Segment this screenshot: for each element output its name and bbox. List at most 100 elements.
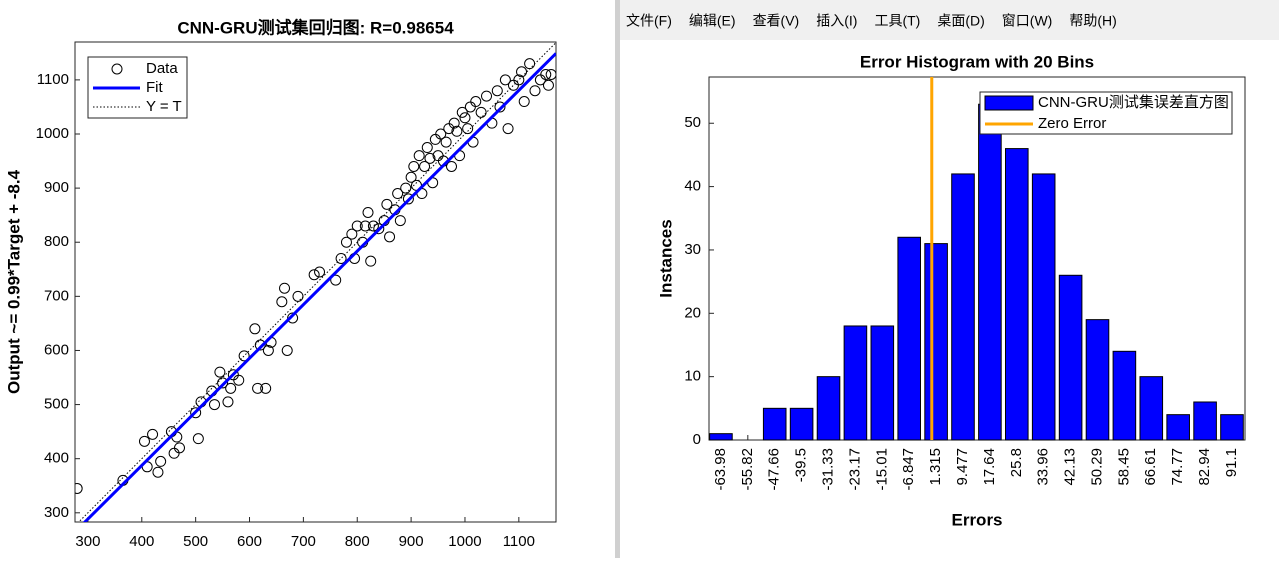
x-tick-label: -55.82: [739, 448, 756, 491]
menu-item[interactable]: 桌面(D): [937, 13, 984, 29]
data-point: [456, 106, 468, 118]
data-point: [516, 66, 528, 78]
data-point: [335, 252, 347, 264]
data-point: [542, 79, 554, 91]
y-axis-label: Instances: [656, 219, 675, 297]
data-point: [233, 374, 245, 386]
bar: [1220, 414, 1244, 441]
data-point: [152, 466, 164, 478]
x-tick-label: 1000: [448, 533, 481, 550]
x-tick-label: 600: [237, 533, 262, 550]
data-point: [481, 90, 493, 102]
data-point: [365, 255, 377, 267]
legend-label: Fit: [146, 79, 163, 96]
data-point: [276, 296, 288, 308]
data-point: [470, 96, 482, 108]
data-point: [217, 377, 229, 389]
data-point: [494, 101, 506, 113]
x-tick-label: -6.847: [900, 448, 917, 491]
bar: [951, 173, 975, 441]
menu-item[interactable]: 窗口(W): [1002, 13, 1053, 29]
y-tick-label: 0: [693, 431, 701, 448]
legend-label: Data: [146, 60, 178, 77]
bar: [843, 325, 868, 441]
bar: [816, 376, 841, 441]
data-point: [462, 123, 474, 135]
bar: [1058, 274, 1083, 441]
y-tick-label: 20: [684, 304, 701, 321]
x-tick-label: 300: [75, 533, 100, 550]
x-tick-label: -15.01: [873, 448, 890, 491]
data-point: [147, 428, 159, 440]
x-tick-label: 66.61: [1142, 448, 1159, 486]
menu-item[interactable]: 编辑(E): [689, 13, 736, 29]
data-point: [249, 323, 261, 335]
y-tick-label: 800: [44, 233, 69, 250]
data-point: [413, 150, 425, 162]
x-tick-label: -63.98: [712, 448, 729, 491]
bar: [1031, 173, 1056, 441]
x-tick-label: 74.77: [1169, 448, 1186, 486]
data-point: [351, 220, 363, 232]
bar: [1139, 376, 1164, 441]
y-axis-label: Output ~= 0.99*Target + -8.4: [4, 169, 23, 394]
y-tick-label: 1100: [37, 71, 69, 88]
data-point: [75, 482, 83, 494]
data-point: [287, 312, 299, 324]
x-axis-label: Errors: [951, 510, 1002, 529]
x-tick-label: 42.13: [1062, 448, 1079, 486]
data-point: [262, 344, 274, 356]
data-point: [394, 215, 406, 227]
data-point: [330, 274, 342, 286]
data-point: [451, 125, 463, 137]
x-tick-label: -31.33: [819, 448, 836, 491]
data-point: [459, 112, 471, 124]
data-point: [475, 106, 487, 118]
data-point: [384, 231, 396, 243]
menu-item[interactable]: 文件(F): [626, 13, 672, 29]
bar: [924, 243, 948, 441]
menu-item[interactable]: 工具(T): [874, 13, 920, 29]
y-tick-label: 40: [684, 178, 701, 195]
bar: [1193, 401, 1217, 441]
plot-content: [75, 42, 556, 522]
x-tick-label: 1.315: [927, 448, 944, 486]
x-tick-label: 700: [291, 533, 316, 550]
chart-title: Error Histogram with 20 Bins: [860, 52, 1094, 71]
data-point: [367, 220, 379, 232]
x-tick-label: -39.5: [793, 448, 810, 482]
x-tick-label: 33.96: [1035, 448, 1052, 486]
data-point: [440, 136, 452, 148]
data-point: [373, 223, 385, 235]
x-tick-label: 50.29: [1088, 448, 1105, 486]
x-tick-label: 400: [129, 533, 154, 550]
legend-label: Y = T: [146, 98, 182, 115]
menu-item[interactable]: 查看(V): [753, 13, 800, 29]
bar: [1166, 414, 1190, 441]
data-point: [209, 399, 221, 411]
y-tick-label: 900: [44, 179, 69, 196]
data-point: [173, 442, 185, 454]
legend-label: Zero Error: [1038, 115, 1106, 132]
data-point: [214, 366, 226, 378]
y-tick-label: 1000: [36, 125, 69, 142]
bar: [762, 407, 787, 441]
y-tick-label: 300: [44, 504, 69, 521]
data-point: [518, 96, 530, 108]
x-tick-label: 800: [345, 533, 370, 550]
menu-item[interactable]: 帮助(H): [1069, 13, 1116, 29]
data-point: [155, 455, 167, 467]
data-point: [448, 117, 460, 129]
y-tick-label: 30: [684, 241, 701, 258]
x-tick-label: 500: [183, 533, 208, 550]
bar: [870, 325, 895, 441]
data-point: [359, 220, 371, 232]
x-tick-label: -23.17: [846, 448, 863, 491]
data-point: [419, 160, 431, 172]
menu-item[interactable]: 插入(I): [816, 13, 857, 29]
bar: [1004, 148, 1029, 441]
fit-line: [82, 52, 556, 522]
histogram-chart: Error Histogram with 20 Bins Errors Instan…: [656, 52, 1246, 529]
data-point: [314, 266, 326, 278]
